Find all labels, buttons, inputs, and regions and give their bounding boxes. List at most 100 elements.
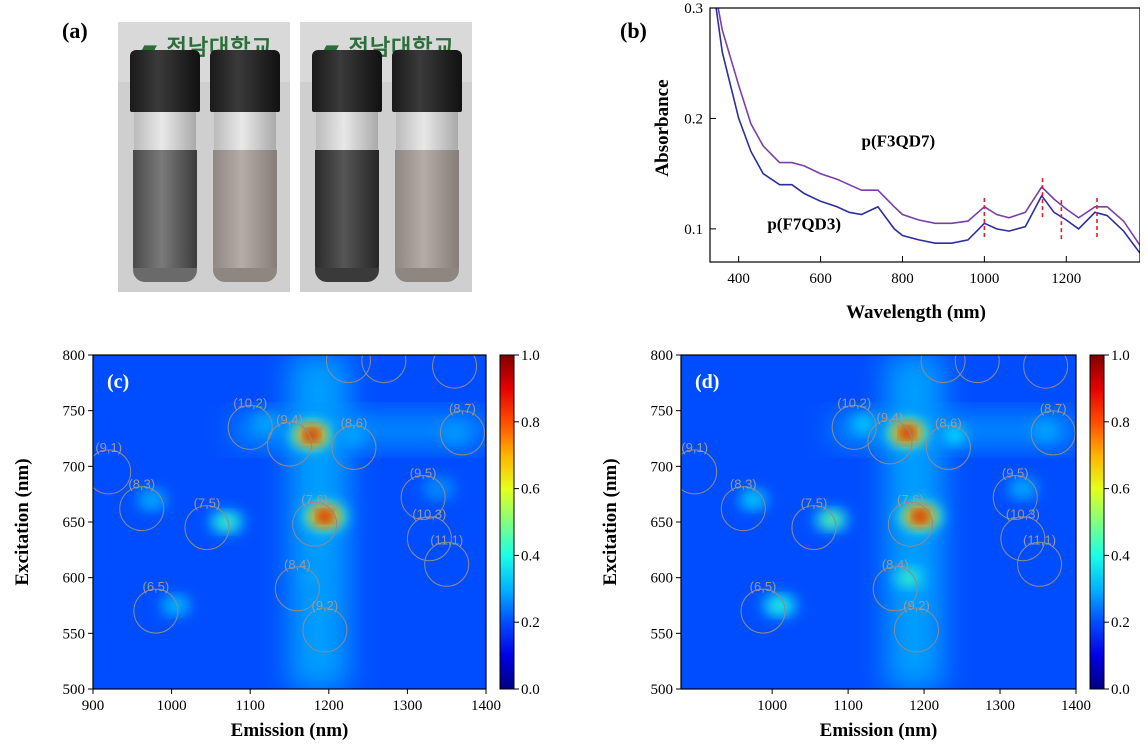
pl-map-c: (9,1) (8,3) (7,5) (6,5) (10,2) (9,4) (8,6) (7,6… (12, 348, 540, 741)
chirality-label: (10,2) (233, 395, 267, 410)
chirality-label: (9,1) (681, 440, 708, 455)
chirality-circle (893, 607, 939, 653)
panel-label: (d) (695, 371, 719, 393)
chirality-circle (302, 607, 348, 653)
emission-peak (438, 421, 471, 444)
x-tick-label: 1100 (235, 698, 264, 714)
vial-light (392, 50, 462, 286)
colorbar-tick-label: 1.0 (521, 348, 540, 364)
x-tick-label: 400 (727, 271, 750, 287)
chirality-circle (325, 355, 371, 384)
colorbar-tick-label: 0.2 (521, 615, 540, 631)
chirality-label: (9,5) (1002, 466, 1029, 481)
emission-peak (813, 507, 850, 532)
y-tick-label: 800 (63, 348, 86, 364)
colorbar-tick-label: 1.0 (1111, 348, 1130, 364)
chirality-circle (133, 588, 179, 634)
y-tick-label: 0.1 (684, 222, 703, 238)
chirality-label: (8,3) (730, 477, 757, 492)
panel-a-label: (a) (62, 18, 88, 43)
emission-axis-label: Emission (nm) (820, 720, 938, 741)
series-label-p-f7qd3: p(F7QD3) (767, 214, 841, 233)
emission-peak (287, 419, 336, 452)
chirality-label: (10,3) (1006, 507, 1040, 522)
chirality-label: (6,5) (750, 579, 777, 594)
emission-peak (422, 477, 455, 500)
chirality-circle (925, 424, 971, 470)
heatmap-background (681, 355, 1076, 689)
chirality-circle (274, 566, 320, 612)
y-tick-label: 550 (63, 626, 86, 642)
chirality-circle (720, 486, 766, 532)
y-tick-label: 700 (63, 459, 86, 475)
chirality-label: (8,4) (284, 557, 311, 572)
chirality-circle (227, 404, 273, 450)
chirality-label: (9,4) (877, 410, 904, 425)
chirality-circle (740, 588, 786, 634)
colorbar-tick-label: 0.0 (521, 682, 540, 698)
chirality-label: (8,4) (882, 557, 909, 572)
pl-map-d: (9,1) (8,3) (7,5) (6,5) (10,2) (9,4) (8,6) (7,6… (600, 348, 1130, 741)
chirality-circle (93, 449, 132, 495)
colorbar-tick-label: 0.2 (1111, 615, 1130, 631)
colorbar (1089, 354, 1105, 690)
emission-peak (890, 565, 927, 590)
chirality-circle (331, 424, 377, 470)
y-tick-label: 750 (63, 404, 86, 420)
vial-dark (130, 50, 200, 286)
chirality-circle (887, 501, 933, 547)
colorbar-tick-label: 0.0 (1111, 682, 1130, 698)
y-tick-label: 700 (651, 459, 674, 475)
chirality-label: (7,6) (897, 492, 924, 507)
vial-darker (312, 50, 382, 286)
chirality-circle (406, 516, 452, 562)
chirality-circle (119, 486, 165, 532)
y-tick-label: 0.2 (684, 111, 703, 127)
y-tick-label: 550 (651, 626, 674, 642)
x-tick-label: 1300 (392, 698, 422, 714)
panel-b-label: (b) (620, 18, 647, 43)
chirality-label: (9,2) (903, 598, 930, 613)
y-tick-label: 0.3 (684, 1, 703, 17)
chirality-circle (872, 566, 918, 612)
x-tick-label: 900 (82, 698, 105, 714)
x-tick-label: 1200 (909, 698, 939, 714)
chirality-label: (9,2) (312, 598, 339, 613)
series-line-2 (715, 8, 1140, 254)
x-tick-label: 1000 (969, 271, 999, 287)
x-tick-label: 1000 (757, 698, 787, 714)
emission-peak (249, 413, 282, 436)
chirality-circle (439, 410, 485, 456)
chirality-circle (1000, 516, 1046, 562)
x-tick-label: 1300 (985, 698, 1015, 714)
chirality-circle (920, 355, 966, 384)
chirality-label: (7,5) (194, 496, 221, 511)
emission-peak (336, 424, 369, 447)
y-tick-label: 650 (63, 515, 86, 531)
x-tick-label: 1200 (314, 698, 344, 714)
x-tick-label: 800 (891, 271, 914, 287)
chirality-label: (9,1) (95, 440, 122, 455)
chirality-label: (7,5) (801, 496, 828, 511)
y-tick-label: 750 (651, 404, 674, 420)
y-tick-label: 800 (651, 348, 674, 364)
emission-peak (208, 510, 245, 534)
chirality-label: (11,1) (1023, 532, 1056, 547)
y-tick-label: 600 (63, 571, 86, 587)
x-tick-label: 600 (809, 271, 832, 287)
x-tick-label: 1400 (1061, 698, 1091, 714)
chirality-circle (267, 421, 312, 467)
emission-peak (938, 424, 971, 447)
emission-peak (737, 488, 770, 511)
chirality-label: (8,3) (128, 477, 155, 492)
emission-peak (1029, 419, 1062, 442)
chirality-circle (1030, 410, 1076, 456)
panel-label: (c) (107, 371, 129, 393)
emission-axis-label: Emission (nm) (231, 720, 349, 741)
chirality-circle (681, 449, 718, 495)
emission-peak (883, 416, 932, 449)
chirality-circle (791, 505, 837, 551)
series-label-p-f3qd7: p(F3QD7) (862, 132, 936, 151)
chirality-circle (184, 505, 230, 551)
colorbar-tick-label: 0.6 (1111, 482, 1130, 498)
